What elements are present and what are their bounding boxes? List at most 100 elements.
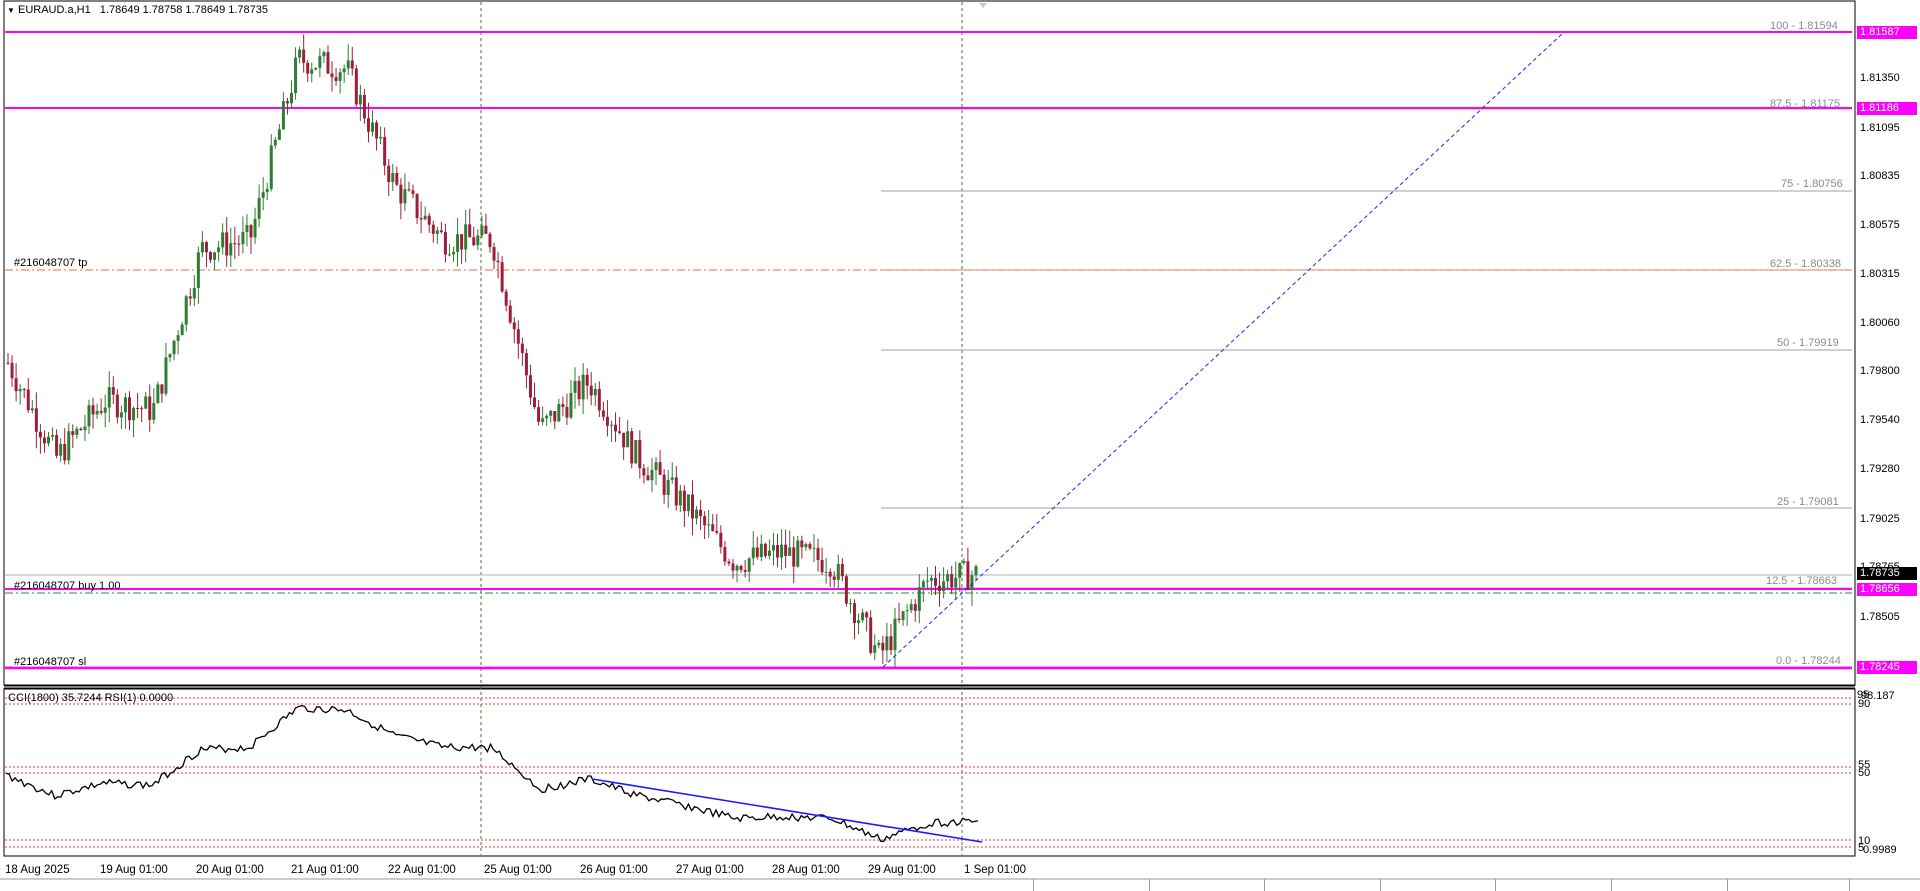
candle-body: [925, 580, 929, 582]
candle-body: [14, 378, 18, 392]
cci-line: [5, 705, 979, 843]
fibonacci-retracement[interactable]: [881, 31, 1852, 668]
candle-body: [917, 587, 921, 611]
candle-body: [504, 291, 508, 306]
fib-trendline[interactable]: [882, 33, 1563, 668]
candle-body: [435, 230, 439, 234]
candle-body: [148, 396, 152, 420]
price-candles: [6, 34, 978, 667]
time-label: 19 Aug 01:00: [100, 864, 168, 876]
candle-body: [686, 494, 690, 512]
candle-body: [549, 411, 553, 416]
chart-tab-divider[interactable]: [1849, 879, 1850, 891]
candle-body: [601, 410, 605, 417]
candle-body: [342, 68, 346, 73]
candle-body: [253, 218, 257, 238]
candle-body: [767, 550, 771, 556]
candle-body: [618, 431, 622, 433]
candle-body: [480, 225, 484, 236]
indicator-title[interactable]: CCI(1800) 35.7244 RSI(1) 0.0000: [8, 692, 174, 704]
chart-tab-divider[interactable]: [1495, 879, 1496, 891]
candle-body: [788, 547, 792, 556]
price-tick: 1.80060: [1860, 317, 1900, 329]
candle-body: [200, 242, 204, 253]
candle-body: [294, 57, 298, 94]
candle-body: [419, 218, 423, 220]
candle-body: [614, 424, 618, 432]
candle-body: [557, 404, 561, 422]
candle-body: [763, 543, 767, 556]
candle-body: [674, 477, 678, 506]
chart-tab-divider[interactable]: [1033, 879, 1034, 891]
chart-shift-marker[interactable]: [979, 3, 987, 8]
chart-tab-divider[interactable]: [1727, 879, 1728, 891]
collapse-triangle-icon[interactable]: ▼: [7, 6, 15, 15]
candle-body: [310, 69, 314, 74]
candle-body: [99, 411, 103, 413]
tp-label[interactable]: #216048707 tp: [14, 257, 88, 269]
candle-body: [642, 468, 646, 476]
candle-body: [273, 139, 277, 146]
candle-body: [111, 387, 115, 395]
candle-body: [423, 215, 427, 220]
symbol-header[interactable]: ▼ EURAUD.a,H1 1.78649 1.78758 1.78649 1.…: [7, 4, 268, 17]
candle-body: [10, 362, 14, 379]
candle-body: [362, 94, 366, 119]
candle-body: [415, 194, 419, 219]
chart-tab-divider[interactable]: [1380, 879, 1381, 891]
chart-tab-divider[interactable]: [1611, 879, 1612, 891]
price-tick: 1.79540: [1860, 414, 1900, 426]
candle-body: [533, 397, 537, 408]
candle-body: [593, 388, 597, 396]
candle-body: [277, 129, 281, 140]
candle-body: [221, 232, 225, 248]
candle-body: [172, 340, 176, 355]
candle-body: [443, 232, 447, 255]
candle-body: [780, 544, 784, 558]
sl-label[interactable]: #216048707 sl: [14, 656, 87, 668]
candle-body: [164, 357, 168, 394]
candle-body: [79, 428, 83, 431]
candle-body: [204, 242, 208, 253]
main-chart-frame: [3, 0, 1856, 686]
indicator-tick: 0.9989: [1863, 844, 1897, 856]
fib-label-87-5: 87.5 - 1.81175: [1770, 98, 1841, 110]
candle-body: [452, 251, 456, 255]
candle-body: [929, 578, 933, 581]
candle-body: [290, 93, 294, 104]
time-label: 25 Aug 01:00: [484, 864, 552, 876]
candle-body: [269, 145, 273, 189]
candle-body: [119, 412, 123, 418]
candle-body: [682, 490, 686, 512]
candle-body: [67, 431, 71, 461]
time-label: 18 Aug 2025: [5, 864, 70, 876]
fib-label-62-5: 62.5 - 1.80338: [1770, 258, 1841, 270]
candle-body: [605, 416, 609, 426]
candle-body: [516, 329, 520, 344]
candle-body: [338, 72, 342, 81]
candle-body: [630, 431, 634, 464]
indicator-tick: 5: [1858, 842, 1865, 854]
candle-body: [245, 225, 249, 233]
candle-body: [83, 426, 87, 431]
candle-body: [87, 405, 91, 427]
candle-body: [909, 604, 913, 611]
chart-tab-divider[interactable]: [1149, 879, 1150, 891]
fib-label-25: 25 - 1.79081: [1777, 496, 1839, 508]
candle-body: [820, 559, 824, 573]
time-label: 26 Aug 01:00: [580, 864, 648, 876]
indicator-tick: 90: [1858, 698, 1871, 710]
time-label: 1 Sep 01:00: [964, 864, 1027, 876]
chart-tab-divider[interactable]: [1264, 879, 1265, 891]
fib-label-0: 0.0 - 1.78244: [1776, 655, 1841, 667]
fib-label-50: 50 - 1.79919: [1777, 337, 1839, 349]
candle-body: [168, 354, 172, 358]
candle-body: [217, 247, 221, 253]
indicator-trendline[interactable]: [591, 778, 983, 843]
candle-body: [541, 418, 545, 422]
candle-body: [456, 234, 460, 252]
candle-body: [136, 407, 140, 409]
buy-order-label[interactable]: #216048707 buy 1.00: [14, 580, 121, 592]
